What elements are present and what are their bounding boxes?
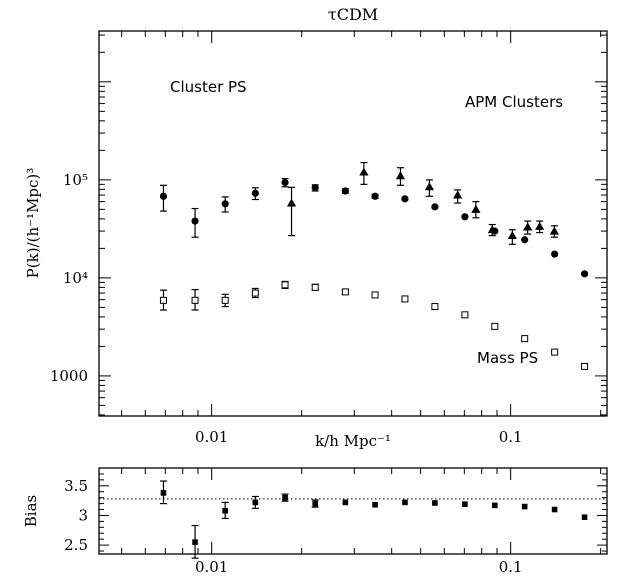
mass-ps-point	[491, 322, 499, 330]
cluster-ps-point	[341, 187, 349, 195]
mass-ps-point	[551, 348, 559, 356]
cluster-ps-point	[281, 178, 289, 187]
bias-point	[192, 539, 198, 545]
mass-ps-point	[371, 291, 379, 299]
main-y-tick-label: 10⁴	[63, 269, 88, 287]
bias-point	[252, 499, 259, 506]
apm-clusters-point	[507, 230, 517, 240]
apm-clusters-annotation: APM Clusters	[465, 93, 563, 111]
bias-data-marks	[159, 480, 588, 559]
bias-point	[581, 514, 588, 521]
bias-point	[342, 499, 349, 506]
main-panel: τCDM k/h Mpc⁻¹ P(k)/(h⁻¹Mpc)³ 0.01 0.1 10…	[24, 5, 608, 450]
apm-clusters-point	[523, 222, 533, 231]
x-axis-label: k/h Mpc⁻¹	[315, 432, 391, 450]
bias-tick-marks	[99, 467, 607, 554]
bias-point	[491, 502, 498, 509]
bias-point	[282, 494, 288, 501]
bias-y-tick-label: 2.5	[64, 536, 88, 554]
apm-clusters-point	[453, 190, 463, 199]
bias-point	[222, 507, 229, 514]
bias-point	[462, 501, 468, 507]
bias-x-tick-labels: 0.01 0.1	[195, 558, 523, 576]
mass-ps-point	[251, 289, 259, 297]
main-y-tick-label: 1000	[50, 367, 88, 385]
mass-ps-point	[311, 283, 319, 291]
mass-ps-point	[581, 362, 589, 370]
bias-y-tick-labels: 2.5 3 3.5	[64, 477, 88, 554]
mass-ps-point	[221, 296, 229, 304]
apm-clusters-point	[286, 198, 297, 207]
cluster-ps-point	[371, 192, 379, 200]
main-x-tick-label: 0.1	[499, 428, 523, 446]
mass-ps-point	[341, 288, 349, 296]
main-plot-frame	[98, 30, 608, 417]
main-x-tick-labels: 0.01 0.1	[195, 428, 523, 446]
cluster-ps-point	[580, 270, 589, 278]
mass-ps-point	[461, 311, 469, 319]
cluster-ps-point	[159, 192, 168, 200]
mass-ps-point	[401, 295, 409, 303]
main-tick-marks	[99, 31, 607, 416]
bias-x-tick-label: 0.01	[195, 558, 228, 576]
bias-y-tick-label: 3	[78, 506, 88, 524]
mass-ps-annotation: Mass PS	[477, 349, 538, 367]
main-data-marks	[159, 161, 589, 370]
apm-clusters-point	[549, 226, 559, 235]
bias-point	[521, 503, 528, 510]
cluster-ps-point	[551, 250, 559, 258]
cluster-ps-point	[311, 184, 319, 192]
bias-point	[160, 490, 167, 496]
mass-ps-point	[281, 281, 289, 289]
mass-ps-point	[521, 335, 529, 343]
cluster-ps-point	[431, 203, 439, 211]
bias-y-axis-label: Bias	[22, 495, 40, 527]
apm-clusters-point	[471, 204, 481, 213]
cluster-ps-point	[191, 217, 199, 225]
cluster-ps-point	[461, 213, 469, 221]
bias-point	[432, 500, 438, 506]
apm-clusters-point	[424, 182, 435, 191]
apm-clusters-point	[487, 225, 497, 234]
bias-point	[402, 499, 408, 506]
mass-ps-point	[159, 296, 167, 304]
main-y-tick-label: 10⁵	[63, 171, 88, 189]
bias-plot-frame	[98, 467, 608, 555]
y-axis-label: P(k)/(h⁻¹Mpc)³	[24, 168, 42, 279]
bias-x-tick-label: 0.1	[499, 558, 523, 576]
apm-clusters-point	[395, 171, 406, 180]
main-x-tick-label: 0.01	[195, 428, 228, 446]
bias-y-tick-label: 3.5	[64, 477, 88, 495]
apm-clusters-point	[359, 167, 369, 176]
bias-panel: Bias 0.01 0.1 2.5 3 3.5	[22, 467, 608, 576]
chart-title: τCDM	[328, 5, 378, 24]
cluster-ps-point	[251, 189, 259, 197]
bias-point	[372, 501, 378, 508]
bias-point	[312, 500, 319, 507]
bias-point	[551, 506, 558, 513]
apm-clusters-point	[535, 221, 545, 230]
main-y-tick-labels: 1000 10⁴ 10⁵	[50, 171, 88, 385]
cluster-ps-point	[221, 200, 229, 208]
cluster-ps-annotation: Cluster PS	[170, 78, 247, 96]
cluster-ps-point	[521, 236, 529, 244]
cluster-ps-point	[401, 195, 409, 203]
mass-ps-point	[191, 296, 199, 304]
mass-ps-point	[431, 303, 439, 311]
